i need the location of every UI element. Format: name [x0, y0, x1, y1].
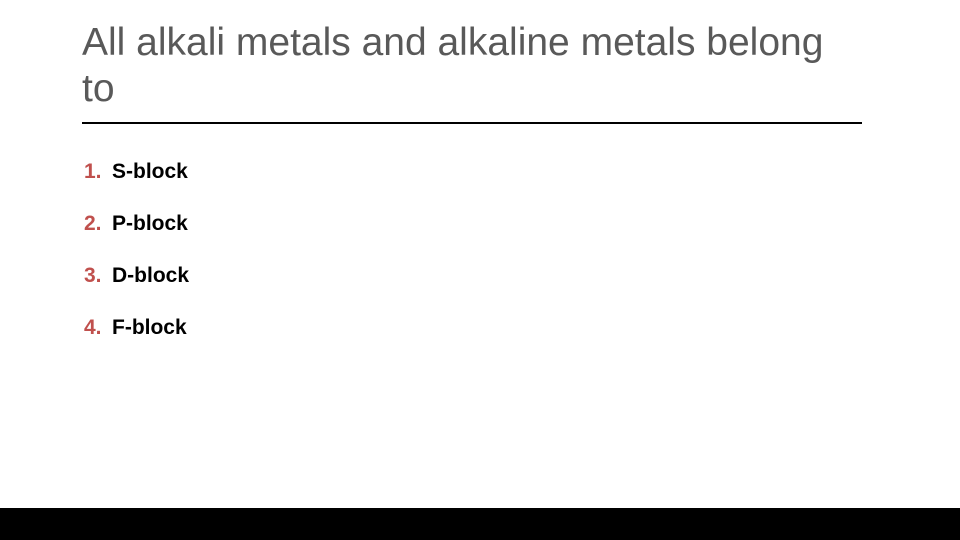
slide-title: All alkali metals and alkaline metals be… [82, 20, 862, 112]
title-block: All alkali metals and alkaline metals be… [82, 20, 862, 124]
option-number: 2. [84, 212, 112, 236]
list-item: 3. D-block [84, 264, 844, 288]
option-text: D-block [112, 264, 189, 288]
option-text: S-block [112, 160, 188, 184]
option-text: F-block [112, 316, 187, 340]
option-number: 4. [84, 316, 112, 340]
option-number: 3. [84, 264, 112, 288]
list-item: 2. P-block [84, 212, 844, 236]
list-item: 1. S-block [84, 160, 844, 184]
bottom-bar [0, 508, 960, 540]
option-number: 1. [84, 160, 112, 184]
list-item: 4. F-block [84, 316, 844, 340]
title-underline [82, 122, 862, 124]
option-text: P-block [112, 212, 188, 236]
slide: All alkali metals and alkaline metals be… [0, 0, 960, 540]
options-list: 1. S-block 2. P-block 3. D-block 4. F-bl… [84, 160, 844, 368]
